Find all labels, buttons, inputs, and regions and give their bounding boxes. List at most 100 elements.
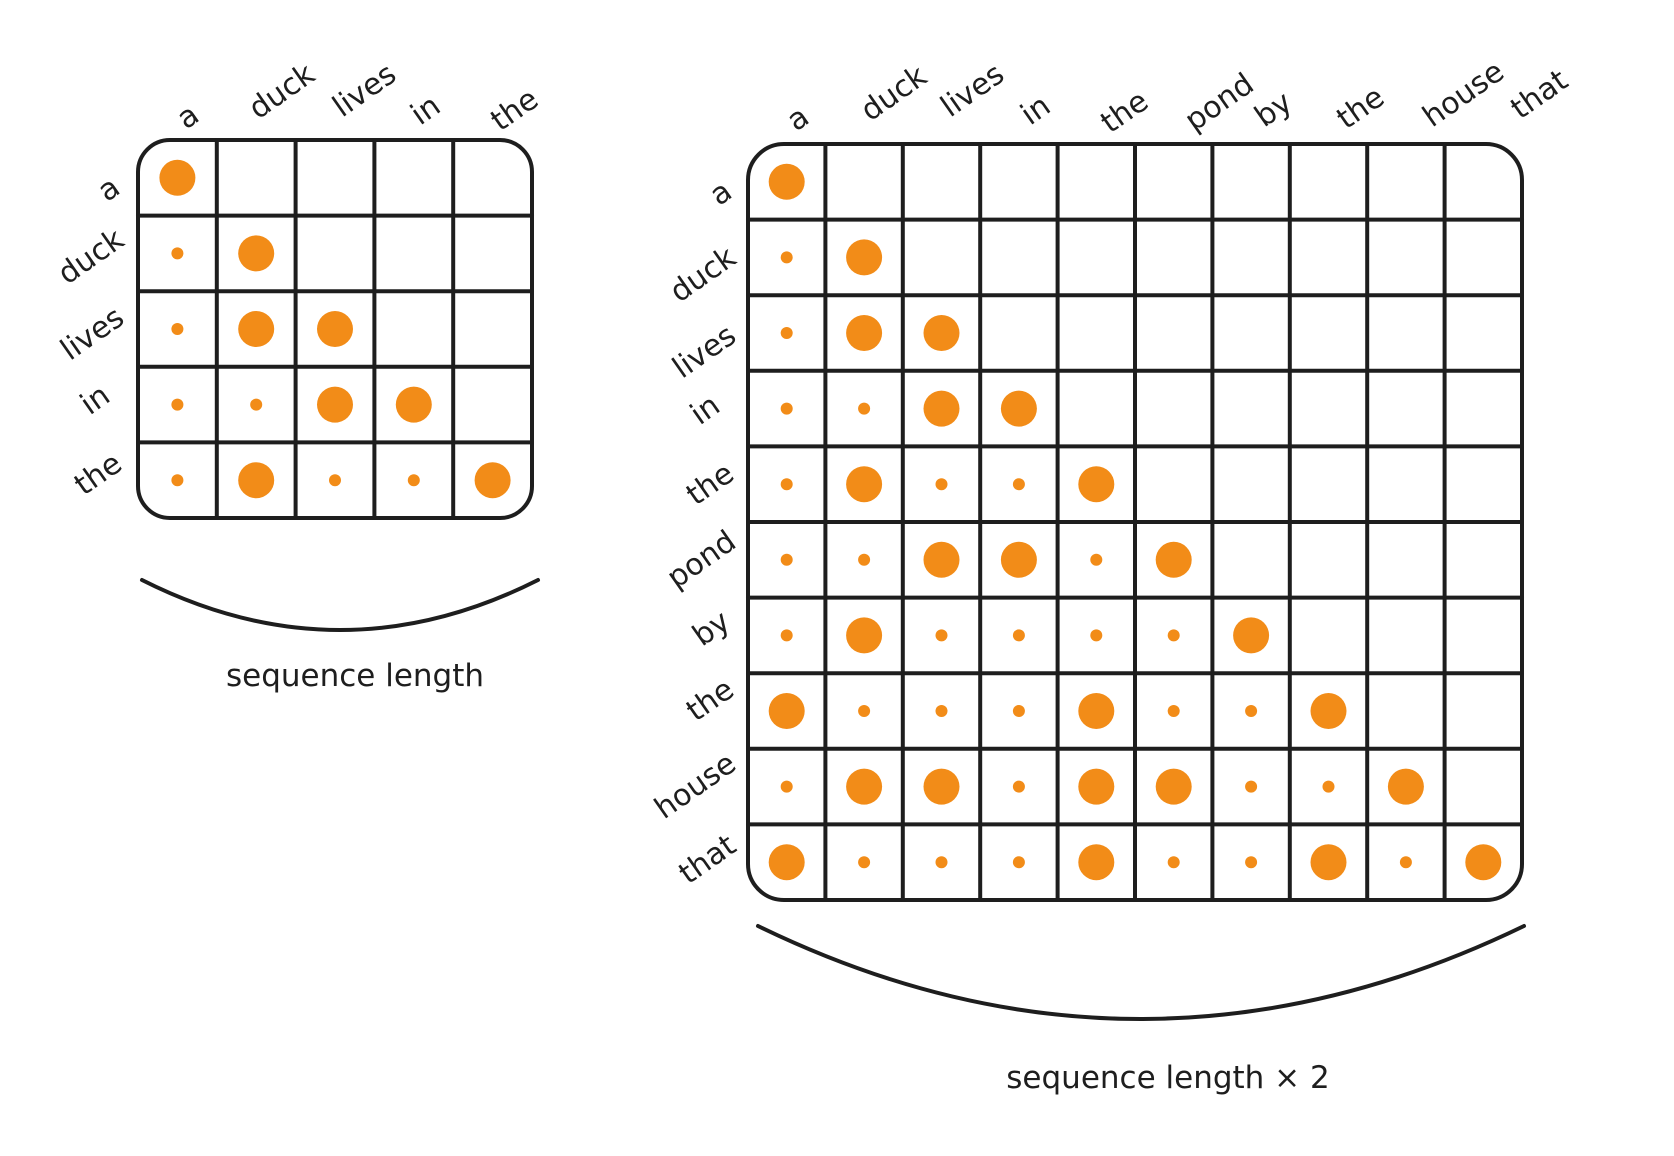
large-attention-dot: [1167, 705, 1180, 717]
large-matrix-row-labels: a duck lives in the pond by the house th…: [648, 174, 743, 892]
large-row-label-pond: pond: [661, 524, 743, 596]
large-col-label-pond: pond: [1179, 67, 1261, 139]
small-attention-dot: [329, 474, 341, 487]
large-attention-dot: [1387, 768, 1424, 805]
small-col-label-a: a: [171, 97, 206, 136]
large-attention-dot: [1012, 629, 1025, 642]
large-attention-dot: [923, 768, 960, 805]
small-attention-dot: [171, 398, 184, 411]
large-attention-dot: [1245, 780, 1258, 793]
large-row-label-lives: lives: [666, 318, 742, 386]
small-attention-dot: [238, 235, 275, 272]
large-attention-dot: [923, 315, 960, 351]
small-attention-dot: [171, 474, 184, 487]
large-attention-dot: [846, 466, 883, 503]
small-attention-dot: [474, 462, 511, 499]
small-matrix-brace: [140, 578, 540, 632]
large-attention-dot: [768, 163, 805, 200]
large-attention-dot: [1167, 629, 1180, 642]
large-matrix-brace: [756, 924, 1526, 1021]
large-row-label-duck: duck: [664, 240, 744, 310]
small-col-label-in: in: [405, 88, 447, 132]
large-attention-dot: [1167, 856, 1180, 869]
small-matrix-row-labels: a duck lives in the: [52, 170, 132, 503]
large-attention-dot: [858, 705, 871, 717]
large-attention-dot: [935, 478, 948, 491]
large-attention-dot: [935, 629, 948, 642]
large-attention-dot: [1245, 856, 1258, 869]
small-attention-dot: [407, 474, 420, 487]
small-matrix-caption: sequence length: [226, 658, 484, 694]
small-attention-dot: [159, 159, 196, 196]
large-attention-dot: [858, 402, 871, 415]
small-matrix-column-labels: a duck lives in the: [171, 56, 545, 138]
large-attention-dot: [858, 553, 871, 566]
large-matrix-dots: [768, 163, 1502, 881]
large-attention-dot: [1322, 780, 1335, 793]
large-attention-dot: [923, 541, 960, 578]
large-row-label-the: the: [680, 456, 740, 513]
large-attention-dot: [846, 239, 883, 276]
small-col-label-the: the: [485, 82, 545, 139]
large-row-label-that: that: [673, 828, 743, 892]
small-attention-dot: [238, 311, 275, 347]
small-row-label-duck: duck: [52, 222, 132, 292]
large-col-label-the: the: [1095, 84, 1155, 141]
large-attention-dot: [1465, 844, 1502, 881]
large-attention-dot: [923, 390, 960, 427]
large-attention-dot: [1155, 541, 1192, 578]
large-attention-dot: [780, 478, 793, 491]
large-attention-dot: [780, 780, 793, 793]
large-attention-dot: [768, 693, 805, 729]
large-row-label-the-2: the: [680, 672, 740, 729]
small-row-label-lives: lives: [54, 300, 130, 368]
large-col-label-duck: duck: [855, 58, 935, 128]
small-matrix-dots: [159, 159, 511, 499]
small-matrix-frame: [136, 138, 534, 520]
large-attention-dot: [846, 617, 883, 654]
large-attention-dot: [846, 768, 883, 805]
large-col-label-that: that: [1505, 63, 1575, 127]
large-attention-dot: [780, 251, 793, 264]
large-attention-dot: [1078, 768, 1115, 805]
small-attention-dot: [171, 323, 184, 335]
large-attention-dot: [935, 705, 948, 717]
large-col-label-the-2: the: [1331, 80, 1391, 137]
small-attention-dot: [395, 386, 432, 423]
large-attention-dot: [1078, 844, 1115, 881]
large-row-label-house: house: [648, 746, 742, 827]
large-attention-dot: [1233, 617, 1270, 654]
large-attention-dot: [1310, 844, 1347, 881]
large-attention-dot: [935, 856, 948, 869]
large-row-label-by: by: [686, 604, 736, 654]
small-attention-dot: [171, 247, 184, 260]
small-row-label-the: the: [68, 446, 128, 503]
large-attention-dot: [1155, 768, 1192, 805]
large-col-label-house: house: [1417, 54, 1511, 135]
small-col-label-lives: lives: [327, 57, 403, 125]
large-attention-dot: [1012, 705, 1025, 717]
large-col-label-in: in: [1015, 88, 1057, 132]
large-attention-dot: [1012, 856, 1025, 869]
large-attention-dot: [780, 629, 793, 642]
small-attention-matrix: a duck lives in the a duck lives in the …: [52, 56, 545, 694]
small-matrix-gridlines: [136, 138, 534, 520]
large-attention-dot: [858, 856, 871, 869]
small-attention-dot: [317, 386, 353, 423]
large-row-label-a: a: [703, 174, 738, 213]
large-attention-dot: [1000, 390, 1037, 427]
large-matrix-gridlines: [746, 142, 1524, 902]
large-attention-dot: [846, 315, 883, 351]
large-row-label-in: in: [684, 388, 726, 432]
large-attention-dot: [1078, 693, 1115, 729]
large-col-label-a: a: [781, 99, 816, 138]
large-attention-dot: [1012, 780, 1025, 793]
large-attention-dot: [1399, 856, 1412, 869]
large-attention-dot: [1012, 478, 1025, 491]
small-col-label-duck: duck: [243, 56, 323, 126]
large-attention-dot: [780, 402, 793, 415]
large-col-label-lives: lives: [935, 57, 1011, 125]
large-attention-dot: [768, 844, 805, 881]
large-attention-dot: [1245, 705, 1258, 717]
